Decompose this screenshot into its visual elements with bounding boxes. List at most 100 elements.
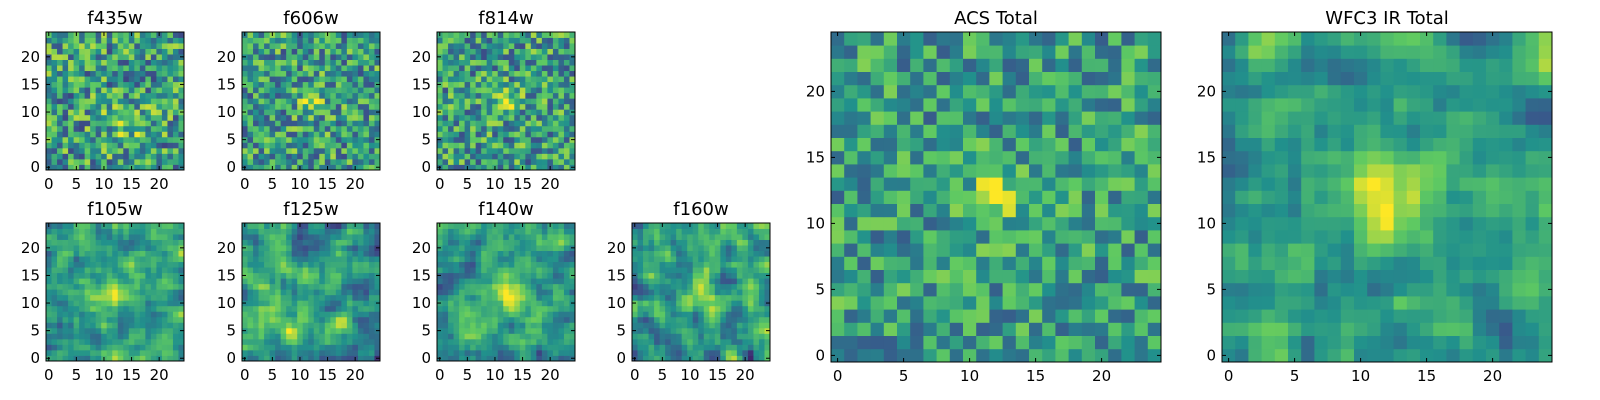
heatmap-cell <box>286 54 293 60</box>
heatmap-cell <box>106 48 113 55</box>
heatmap-cell <box>453 250 460 257</box>
heatmap-cell <box>720 272 727 279</box>
heatmap-cell <box>481 250 488 257</box>
heatmap-cell <box>492 311 499 318</box>
heatmap-cell <box>178 125 185 132</box>
heatmap-cell <box>883 164 898 178</box>
heatmap-cell <box>676 289 683 296</box>
heatmap-cell <box>247 327 254 334</box>
heatmap-cell <box>442 59 449 66</box>
heatmap-cell <box>346 289 353 296</box>
heatmap-cell <box>313 234 320 240</box>
heatmap-cell <box>330 70 337 77</box>
heatmap-cell <box>492 109 499 116</box>
panel-title: f125w <box>283 199 338 220</box>
heatmap-cell <box>297 76 304 83</box>
heatmap-cell <box>280 294 287 301</box>
heatmap-cell <box>341 333 348 340</box>
heatmap-cell <box>747 355 754 362</box>
heatmap-cell <box>714 305 721 312</box>
heatmap-cell <box>95 70 102 77</box>
heatmap-cell <box>363 120 370 127</box>
heatmap-cell <box>101 316 108 323</box>
heatmap-cell <box>448 153 454 160</box>
heatmap-cell <box>453 76 460 83</box>
heatmap-cell <box>736 322 743 329</box>
heatmap-cell <box>541 59 548 66</box>
heatmap-cell <box>681 278 688 285</box>
heatmap-cell <box>357 311 364 318</box>
heatmap-cell <box>459 278 465 285</box>
heatmap-cell <box>525 272 532 279</box>
heatmap-cell <box>676 278 683 285</box>
heatmap-cell <box>475 355 482 362</box>
heatmap-cell <box>536 338 543 345</box>
heatmap-cell <box>503 322 510 329</box>
heatmap-cell <box>161 327 168 334</box>
heatmap-cell <box>106 278 113 285</box>
heatmap-cell <box>341 76 348 83</box>
heatmap-cell <box>95 48 102 55</box>
heatmap-cell <box>253 289 259 296</box>
heatmap-cell <box>753 300 760 307</box>
heatmap-cell <box>1121 243 1135 257</box>
heatmap-cell <box>453 92 460 99</box>
heatmap-cell <box>275 54 282 60</box>
heatmap-cell <box>508 98 515 105</box>
heatmap-cell <box>84 59 91 66</box>
heatmap-cell <box>123 54 130 60</box>
heatmap-cell <box>84 228 91 235</box>
heatmap-cell <box>258 142 265 149</box>
heatmap-cell <box>519 239 526 246</box>
heatmap-cell <box>172 98 179 105</box>
heatmap-cell <box>1055 309 1069 323</box>
heatmap-cell <box>492 327 499 334</box>
heatmap-cell <box>123 120 130 127</box>
heatmap-cell <box>330 272 337 279</box>
heatmap-cell <box>659 333 666 340</box>
heatmap-cell <box>368 131 375 138</box>
heatmap-cell <box>536 283 543 290</box>
heatmap-cell <box>247 153 254 160</box>
heatmap-cell <box>253 333 259 340</box>
heatmap-cell <box>308 125 315 132</box>
heatmap-cell <box>324 344 331 351</box>
heatmap-cell <box>897 335 911 350</box>
heatmap-cell <box>648 300 655 307</box>
heatmap-cell <box>1134 335 1149 350</box>
heatmap-cell <box>123 131 130 138</box>
heatmap-cell <box>831 269 845 284</box>
heatmap-cell <box>569 65 576 72</box>
heatmap-cell <box>552 228 559 235</box>
heatmap-cell <box>541 344 548 351</box>
heatmap-cell <box>286 300 293 307</box>
heatmap-cell <box>242 76 248 83</box>
heatmap-cell <box>569 114 576 121</box>
heatmap-cell <box>79 32 86 38</box>
heatmap-cell <box>73 70 80 77</box>
heatmap-cell <box>897 296 911 310</box>
heatmap-cell <box>464 37 471 44</box>
heatmap-cell <box>346 87 353 94</box>
heatmap-cell <box>753 294 760 301</box>
heatmap-cell <box>448 48 454 55</box>
heatmap-cell <box>1002 348 1017 363</box>
heatmap-cell <box>275 289 282 296</box>
heatmap-cell <box>442 158 449 165</box>
heatmap-cell <box>145 278 152 285</box>
heatmap-cell <box>280 32 287 38</box>
heatmap-cell <box>725 234 732 240</box>
heatmap-cell <box>1147 164 1162 178</box>
heatmap-cell <box>139 333 146 340</box>
heatmap-cell <box>637 316 644 323</box>
heatmap-cell <box>486 32 493 38</box>
heatmap-cell <box>519 267 526 274</box>
heatmap-cell <box>286 81 293 88</box>
heatmap-cell <box>123 311 130 318</box>
heatmap-cell <box>475 98 482 105</box>
heatmap-cell <box>167 333 174 340</box>
heatmap-cell <box>352 289 359 296</box>
heatmap-cell <box>525 54 532 60</box>
heatmap-cell <box>335 125 342 132</box>
